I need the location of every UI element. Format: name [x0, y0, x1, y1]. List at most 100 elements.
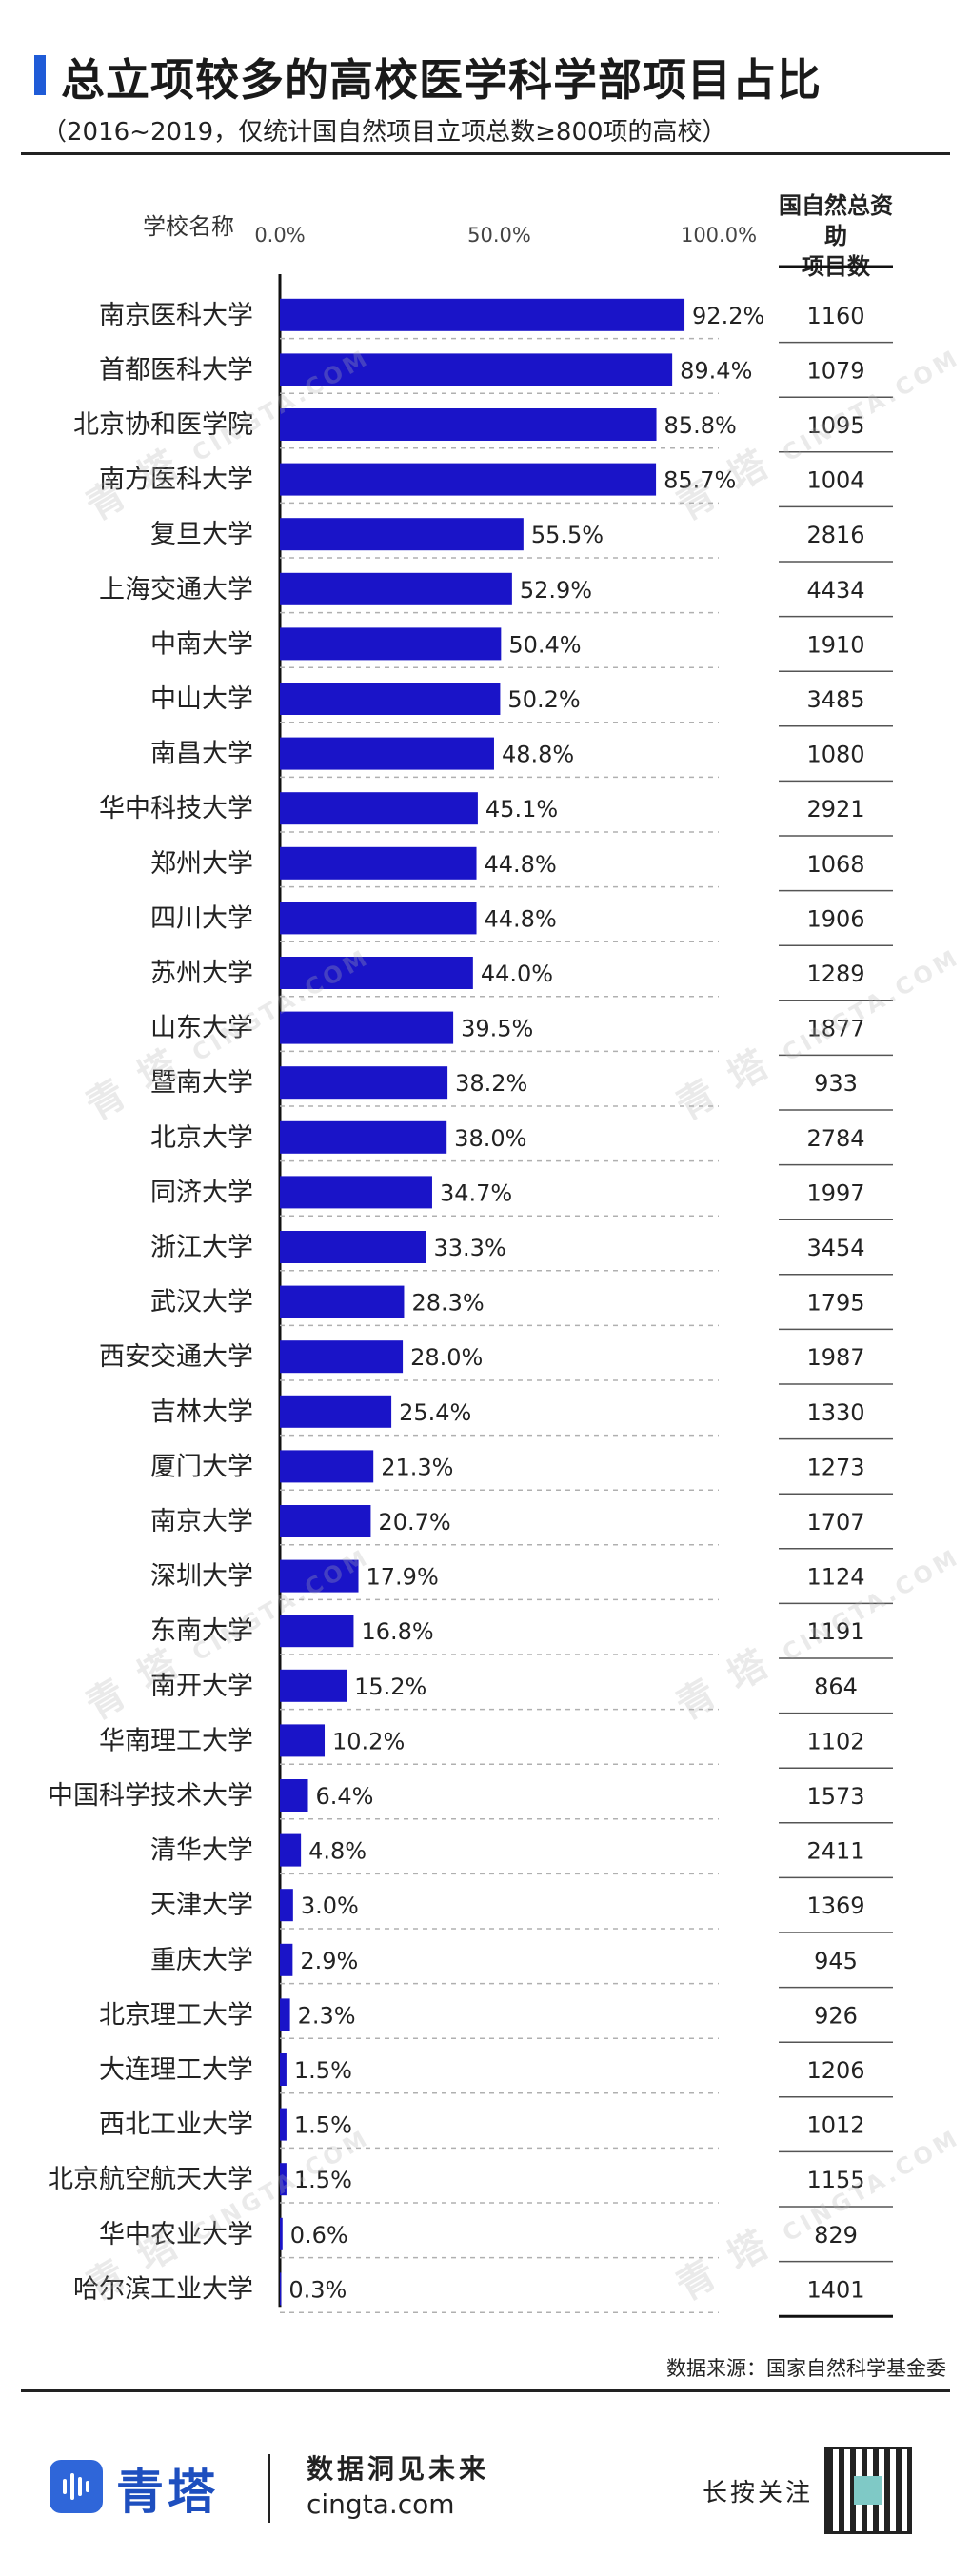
- category-label: 同济大学: [150, 1178, 253, 1207]
- value-label: 21.3%: [381, 1454, 453, 1480]
- project-count: 1401: [806, 2276, 864, 2303]
- value-label: 2.3%: [298, 2002, 356, 2029]
- value-label: 44.0%: [481, 961, 553, 987]
- project-count: 1369: [806, 1892, 864, 1919]
- bar: [280, 737, 494, 770]
- category-label: 华中农业大学: [99, 2220, 253, 2249]
- value-label: 1.5%: [294, 2167, 352, 2193]
- bar: [280, 2272, 282, 2306]
- category-label: 清华大学: [150, 1836, 253, 1866]
- category-label: 北京大学: [150, 1123, 253, 1153]
- bar: [280, 1779, 308, 1812]
- bar: [280, 1615, 354, 1648]
- value-label: 1.5%: [294, 2057, 352, 2084]
- project-count: 2921: [806, 796, 864, 822]
- value-label: 33.3%: [434, 1235, 506, 1261]
- project-count: 2816: [806, 522, 864, 548]
- page-title: 总立项较多的高校医学科学部项目占比: [61, 54, 822, 106]
- category-label: 郑州大学: [150, 849, 253, 879]
- bar: [280, 353, 673, 386]
- bar: [280, 298, 685, 331]
- value-label: 4.8%: [308, 1838, 367, 1865]
- project-count: 1160: [806, 303, 864, 329]
- bar: [280, 2108, 287, 2141]
- value-label: 0.6%: [290, 2222, 348, 2249]
- bar: [280, 1889, 293, 1922]
- category-label: 华南理工大学: [99, 1726, 253, 1755]
- project-count: 1080: [806, 742, 864, 768]
- category-label: 南昌大学: [150, 740, 253, 769]
- value-label: 2.9%: [300, 1948, 358, 1974]
- value-label: 44.8%: [485, 905, 557, 932]
- category-label: 浙江大学: [150, 1233, 253, 1262]
- category-label: 四川大学: [150, 903, 253, 933]
- value-label: 50.2%: [507, 686, 580, 713]
- bar: [280, 2053, 287, 2086]
- project-count: 1330: [806, 1399, 864, 1426]
- category-label: 北京理工大学: [99, 2000, 253, 2030]
- category-label: 西安交通大学: [99, 1342, 253, 1372]
- category-label: 深圳大学: [150, 1562, 253, 1592]
- value-label: 0.3%: [288, 2276, 347, 2303]
- value-label: 28.0%: [410, 1344, 483, 1371]
- bar: [280, 846, 477, 880]
- bar: [280, 1998, 290, 2031]
- qr-code-icon[interactable]: [824, 2447, 912, 2534]
- bar: [280, 2217, 283, 2250]
- value-label: 92.2%: [692, 303, 764, 329]
- category-label: 南京大学: [150, 1507, 253, 1536]
- category-label: 复旦大学: [150, 520, 253, 549]
- value-label: 6.4%: [316, 1783, 374, 1810]
- bar: [280, 2163, 287, 2196]
- project-count: 1997: [806, 1179, 864, 1206]
- bar: [280, 1176, 432, 1209]
- category-label: 吉林大学: [150, 1397, 253, 1427]
- bar: [280, 572, 512, 605]
- project-count: 1877: [806, 1016, 864, 1042]
- value-label: 85.7%: [664, 467, 736, 494]
- project-count: 945: [814, 1948, 858, 1974]
- bar: [280, 1340, 404, 1374]
- bar: [280, 1285, 405, 1318]
- category-label: 北京航空航天大学: [48, 2165, 253, 2194]
- bar: [280, 463, 657, 496]
- category-label: 首都医科大学: [99, 355, 253, 385]
- brand-slogan: 数据洞见未来: [307, 2453, 490, 2485]
- project-count: 3485: [806, 686, 864, 713]
- bar: [280, 1943, 293, 1976]
- project-count: 1012: [806, 2112, 864, 2139]
- header-rule: [21, 152, 950, 155]
- project-count: 1573: [806, 1783, 864, 1810]
- value-label: 17.9%: [367, 1564, 439, 1591]
- bar: [280, 1559, 359, 1593]
- value-label: 3.0%: [301, 1892, 359, 1919]
- value-label: 45.1%: [486, 796, 558, 822]
- bar: [280, 627, 502, 661]
- project-count: 1079: [806, 357, 864, 384]
- category-label: 武汉大学: [150, 1288, 253, 1318]
- brand-site[interactable]: cingta.com: [307, 2488, 455, 2520]
- value-label: 34.7%: [440, 1179, 512, 1206]
- bar: [280, 957, 473, 989]
- category-label: 暨南大学: [150, 1068, 253, 1098]
- bar: [280, 1011, 454, 1044]
- category-label: 中山大学: [150, 684, 253, 714]
- category-label: 南方医科大学: [99, 466, 253, 495]
- value-label: 10.2%: [332, 1728, 405, 1754]
- category-label: 中国科学技术大学: [48, 1781, 253, 1811]
- project-count: 1987: [806, 1344, 864, 1371]
- value-label: 44.8%: [485, 851, 557, 878]
- brand-name: 青塔: [116, 2465, 219, 2520]
- project-count: 1191: [806, 1618, 864, 1645]
- value-label: 89.4%: [680, 357, 752, 384]
- value-label: 52.9%: [520, 577, 592, 604]
- category-label: 西北工业大学: [99, 2110, 253, 2140]
- project-count: 1068: [806, 851, 864, 878]
- bar: [280, 1066, 448, 1100]
- value-label: 50.4%: [508, 631, 581, 658]
- value-label: 15.2%: [354, 1674, 426, 1700]
- project-count: 829: [814, 2222, 858, 2249]
- bar: [280, 1505, 371, 1537]
- count-header-line1: 国自然总资助: [779, 192, 893, 249]
- value-label: 48.8%: [502, 742, 574, 768]
